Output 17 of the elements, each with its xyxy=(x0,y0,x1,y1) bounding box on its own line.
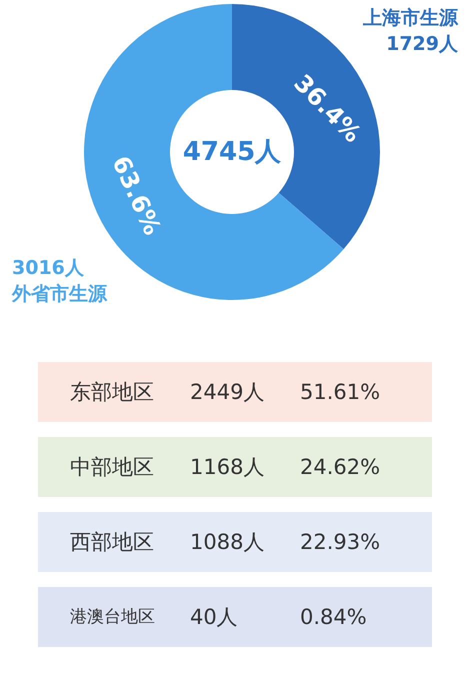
data-label: 24.62% xyxy=(300,455,380,479)
data-label: 51.61% xyxy=(300,380,380,404)
text: 3016人 xyxy=(12,257,85,279)
data-label: 1168人 xyxy=(190,455,264,479)
data-label: 1088人 xyxy=(190,530,264,554)
slice-label: 外省市生源 xyxy=(11,283,108,305)
category-label: 西部地区 xyxy=(70,530,154,554)
text: 1729人 xyxy=(386,33,459,55)
category-label: 港澳台地区 xyxy=(70,607,155,627)
category-label: 中部地区 xyxy=(70,455,154,479)
text: 4745人 xyxy=(182,137,282,167)
data-label: 2449人 xyxy=(190,380,264,404)
slice-label: 上海市生源 xyxy=(362,7,459,29)
data-label: 40人 xyxy=(190,605,238,629)
data-label: 0.84% xyxy=(300,605,367,629)
category-label: 东部地区 xyxy=(70,380,154,404)
data-label: 22.93% xyxy=(300,530,380,554)
